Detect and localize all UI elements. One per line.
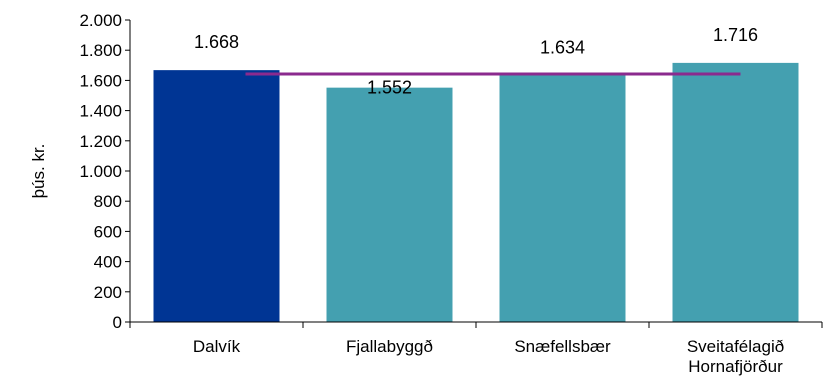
x-category-label: Dalvík (193, 337, 241, 356)
y-tick-label: 1.200 (79, 132, 122, 151)
y-axis: 0 200 400 600 800 1.000 1.200 1.400 1.600 1.800 2.… (79, 11, 131, 332)
x-category-label: Fjallabyggð (346, 337, 433, 356)
x-category-label: Sveitafélagið (687, 337, 784, 356)
data-labels: 1.668 1.552 1.634 1.716 (194, 25, 758, 98)
bar (326, 87, 453, 322)
x-axis: Dalvík Fjallabyggð Snæfellsbær Sveitafélagi… (129, 321, 823, 376)
y-tick-label: 1.600 (79, 71, 122, 90)
y-tick-label: 0 (113, 313, 122, 332)
data-label: 1.634 (540, 37, 585, 57)
y-axis-title: þús. kr. (29, 144, 48, 199)
data-label: 1.552 (367, 78, 412, 98)
y-tick-label: 1.800 (79, 41, 122, 60)
y-tick-label: 1.000 (79, 162, 122, 181)
y-tick-label: 2.000 (79, 11, 122, 30)
data-label: 1.668 (194, 32, 239, 52)
bar (672, 62, 799, 322)
y-tick-label: 800 (94, 192, 122, 211)
x-category-label: Hornafjörður (688, 357, 783, 376)
bar (153, 70, 280, 322)
y-tick-label: 1.400 (79, 102, 122, 121)
data-label: 1.716 (713, 25, 758, 45)
bar (499, 75, 626, 323)
x-category-label: Snæfellsbær (514, 337, 611, 356)
y-tick-label: 600 (94, 222, 122, 241)
y-tick-label: 200 (94, 283, 122, 302)
bars (153, 62, 799, 323)
y-tick-label: 400 (94, 253, 122, 272)
